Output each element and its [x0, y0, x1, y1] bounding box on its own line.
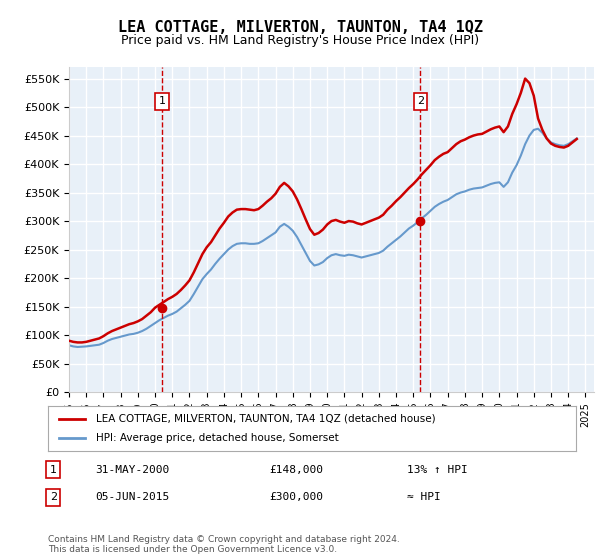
- Text: LEA COTTAGE, MILVERTON, TAUNTON, TA4 1QZ (detached house): LEA COTTAGE, MILVERTON, TAUNTON, TA4 1QZ…: [95, 413, 435, 423]
- Text: ≈ HPI: ≈ HPI: [407, 492, 441, 502]
- Text: 31-MAY-2000: 31-MAY-2000: [95, 465, 170, 475]
- Text: 05-JUN-2015: 05-JUN-2015: [95, 492, 170, 502]
- Text: LEA COTTAGE, MILVERTON, TAUNTON, TA4 1QZ: LEA COTTAGE, MILVERTON, TAUNTON, TA4 1QZ: [118, 20, 482, 35]
- Text: 2: 2: [50, 492, 57, 502]
- Text: 1: 1: [50, 465, 57, 475]
- Text: £300,000: £300,000: [270, 492, 324, 502]
- Text: HPI: Average price, detached house, Somerset: HPI: Average price, detached house, Some…: [95, 433, 338, 444]
- Text: £148,000: £148,000: [270, 465, 324, 475]
- Text: 1: 1: [159, 96, 166, 106]
- Text: Contains HM Land Registry data © Crown copyright and database right 2024.
This d: Contains HM Land Registry data © Crown c…: [48, 535, 400, 554]
- Text: Price paid vs. HM Land Registry's House Price Index (HPI): Price paid vs. HM Land Registry's House …: [121, 34, 479, 46]
- Text: 13% ↑ HPI: 13% ↑ HPI: [407, 465, 468, 475]
- Text: 2: 2: [417, 96, 424, 106]
